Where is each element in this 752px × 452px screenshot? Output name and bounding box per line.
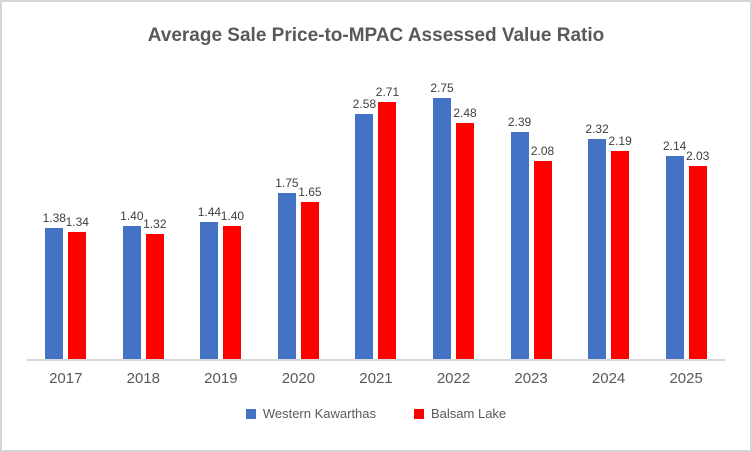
data-label-western-kawarthas-2022: 2.75 — [430, 81, 454, 95]
bar-western-kawarthas-2017 — [45, 228, 64, 359]
data-label-western-kawarthas-2024: 2.32 — [585, 122, 609, 136]
legend-item-balsam-lake: Balsam Lake — [414, 406, 506, 421]
bar-group-2024: 2.32 2.19 — [585, 122, 632, 359]
bar-balsam-lake-2020 — [300, 202, 319, 359]
x-axis-labels: 2017 2018 2019 2020 2021 2022 2023 2024 2025 — [27, 370, 725, 387]
legend-item-western-kawarthas: Western Kawarthas — [245, 406, 377, 421]
bar-balsam-lake-2022 — [456, 123, 474, 359]
data-label-balsam-lake-2018: 1.32 — [143, 217, 167, 231]
bar-group-2019: 1.44 1.40 — [197, 205, 245, 359]
bar-western-kawarthas-2025 — [665, 156, 684, 359]
legend-swatch-balsam-lake-icon — [414, 408, 425, 419]
bar-col-western-kawarthas-2019: 1.44 — [197, 205, 222, 359]
bar-col-western-kawarthas-2025: 2.14 — [662, 139, 687, 359]
bar-group-2018: 1.40 1.32 — [120, 209, 167, 359]
bar-col-balsam-lake-2025: 2.03 — [685, 149, 710, 359]
bar-balsam-lake-2025 — [688, 166, 707, 359]
bar-col-western-kawarthas-2020: 1.75 — [275, 176, 299, 359]
x-axis-label-2021: 2021 — [359, 370, 393, 387]
bar-col-western-kawarthas-2017: 1.38 — [42, 211, 66, 359]
bar-balsam-lake-2019 — [223, 226, 242, 359]
data-label-western-kawarthas-2023: 2.39 — [507, 115, 532, 129]
bar-col-western-kawarthas-2018: 1.40 — [120, 209, 144, 359]
bar-balsam-lake-2018 — [145, 234, 164, 359]
bar-col-balsam-lake-2023: 2.08 — [530, 144, 555, 359]
x-axis-label-2024: 2024 — [591, 370, 626, 387]
data-label-western-kawarthas-2021: 2.58 — [352, 97, 377, 111]
data-label-western-kawarthas-2025: 2.14 — [662, 139, 687, 153]
bar-western-kawarthas-2021 — [355, 114, 374, 359]
bar-col-balsam-lake-2021: 2.71 — [375, 85, 400, 359]
bar-western-kawarthas-2020 — [277, 193, 296, 359]
bar-col-western-kawarthas-2024: 2.32 — [585, 122, 609, 359]
data-label-balsam-lake-2023: 2.08 — [530, 144, 555, 158]
data-label-balsam-lake-2020: 1.65 — [298, 185, 322, 199]
bar-col-western-kawarthas-2021: 2.58 — [352, 97, 377, 359]
bar-col-western-kawarthas-2022: 2.75 — [430, 81, 454, 359]
legend: Western Kawarthas Balsam Lake — [2, 406, 750, 421]
data-label-balsam-lake-2022: 2.48 — [453, 106, 477, 120]
legend-swatch-western-kawarthas-icon — [245, 408, 256, 419]
bar-col-balsam-lake-2019: 1.40 — [220, 209, 245, 359]
data-label-balsam-lake-2024: 2.19 — [608, 134, 632, 148]
legend-label-balsam-lake: Balsam Lake — [431, 406, 507, 421]
bar-balsam-lake-2024 — [611, 151, 630, 359]
bar-group-2021: 2.58 2.71 — [352, 85, 400, 359]
x-axis-label-2023: 2023 — [514, 370, 548, 387]
data-label-western-kawarthas-2018: 1.40 — [120, 209, 144, 223]
bar-western-kawarthas-2019 — [200, 222, 219, 359]
bar-group-2025: 2.14 2.03 — [662, 139, 710, 359]
x-axis-label-2020: 2020 — [281, 370, 316, 387]
data-label-balsam-lake-2017: 1.34 — [65, 215, 89, 229]
data-label-western-kawarthas-2017: 1.38 — [42, 211, 66, 225]
bar-col-balsam-lake-2018: 1.32 — [143, 217, 167, 359]
bar-western-kawarthas-2018 — [122, 226, 141, 359]
x-axis-label-2022: 2022 — [436, 370, 471, 387]
bar-western-kawarthas-2023 — [510, 132, 529, 359]
bar-group-2022: 2.75 2.48 — [430, 81, 477, 359]
x-axis-label-2017: 2017 — [49, 370, 83, 387]
data-label-balsam-lake-2019: 1.40 — [220, 209, 245, 223]
x-axis-label-2025: 2025 — [669, 370, 703, 387]
chart-title: Average Sale Price-to-MPAC Assessed Valu… — [147, 25, 605, 46]
bar-western-kawarthas-2022 — [433, 98, 451, 359]
bar-balsam-lake-2021 — [378, 102, 397, 359]
bar-balsam-lake-2023 — [533, 161, 552, 359]
x-axis-label-2019: 2019 — [204, 370, 238, 387]
bar-group-2017: 1.38 1.34 — [42, 211, 89, 359]
plot-area: 1.38 1.34 1.40 1.32 1.44 1.40 1.75 1.65 2.58 2.71… — [27, 62, 725, 361]
bar-col-balsam-lake-2020: 1.65 — [298, 185, 322, 359]
bar-col-balsam-lake-2024: 2.19 — [608, 134, 632, 359]
x-axis-label-2018: 2018 — [126, 370, 160, 387]
bar-col-balsam-lake-2017: 1.34 — [65, 215, 89, 359]
bar-group-2020: 1.75 1.65 — [275, 176, 322, 359]
data-label-western-kawarthas-2019: 1.44 — [197, 205, 222, 219]
bar-group-2023: 2.39 2.08 — [507, 115, 555, 359]
bar-western-kawarthas-2024 — [588, 139, 607, 359]
data-label-balsam-lake-2025: 2.03 — [685, 149, 710, 163]
legend-label-western-kawarthas: Western Kawarthas — [262, 406, 377, 421]
data-label-western-kawarthas-2020: 1.75 — [275, 176, 299, 190]
data-label-balsam-lake-2021: 2.71 — [375, 85, 400, 99]
bar-balsam-lake-2017 — [68, 232, 87, 359]
bar-col-balsam-lake-2022: 2.48 — [453, 106, 477, 359]
bar-col-western-kawarthas-2023: 2.39 — [507, 115, 532, 359]
